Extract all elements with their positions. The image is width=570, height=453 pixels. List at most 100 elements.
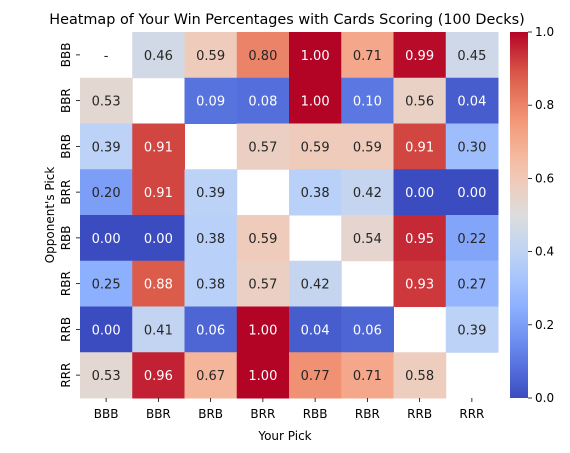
- cell-value-label: 0.91: [144, 140, 173, 155]
- x-axis-label: Your Pick: [257, 429, 311, 443]
- y-tick-label: BBR: [59, 88, 73, 113]
- colorbar-gradient: [510, 32, 528, 398]
- cell-value-label: 0.57: [248, 278, 277, 293]
- heatmap-cell: [80, 77, 133, 124]
- heatmap-cell: [184, 169, 238, 216]
- cell-value-label: 0.67: [196, 369, 225, 384]
- heatmap-cell: [132, 169, 185, 216]
- colorbar-tick-label: 1.0: [535, 25, 554, 39]
- y-tick-label: BRB: [59, 134, 73, 159]
- heatmap-cell: [132, 306, 185, 353]
- heatmap-cell: [393, 169, 447, 216]
- heatmap-cell: [184, 260, 238, 307]
- cell-value-label: 0.00: [92, 323, 121, 338]
- heatmap-cell: [393, 215, 447, 262]
- cell-value-label: 0.96: [144, 369, 173, 384]
- cell-value-label: 0.59: [301, 140, 330, 155]
- heatmap-cell: [445, 306, 499, 353]
- cell-value-label: 0.27: [457, 278, 486, 293]
- cell-value-label: 0.38: [196, 278, 225, 293]
- heatmap-cell: [132, 123, 185, 170]
- cell-value-label: 0.39: [92, 140, 121, 155]
- heatmap-cell: [132, 260, 185, 307]
- cell-value-label: 0.53: [92, 369, 121, 384]
- heatmap-cell: [289, 169, 342, 216]
- y-tick-label: BBB: [59, 43, 73, 68]
- heatmap-cell: [445, 77, 499, 124]
- cell-value-label: 0.57: [248, 140, 277, 155]
- heatmap-cell: [341, 306, 394, 353]
- cell-value-label: 0.58: [405, 369, 434, 384]
- cell-value-label: 0.93: [405, 278, 434, 293]
- cell-value-label: 0.91: [144, 186, 173, 201]
- cell-value-label: 0.06: [353, 323, 382, 338]
- x-tick-label: RRB: [407, 407, 432, 421]
- colorbar-tick-label: 0.4: [535, 245, 554, 259]
- heatmap-cell: [184, 32, 238, 79]
- x-tick-label: BRR: [250, 407, 275, 421]
- cell-value-label: 0.10: [353, 95, 382, 110]
- cell-value-label: 0.20: [92, 186, 121, 201]
- cell-value-label: 0.00: [92, 232, 121, 247]
- y-axis-ticks: BBB BBR BRB BRR RBB RBR RRB RRR: [59, 43, 80, 388]
- cell-value-label: 0.06: [196, 323, 225, 338]
- x-tick-label: RBR: [355, 407, 380, 421]
- heatmap-cell: [289, 32, 342, 79]
- cell-value-label: 0.53: [92, 95, 121, 110]
- heatmap-cell: [445, 215, 499, 262]
- heatmap-cell: [132, 215, 185, 262]
- y-tick-label: BRR: [59, 180, 73, 205]
- heatmap-cell: [80, 215, 133, 262]
- heatmap-cell: [236, 215, 290, 262]
- cell-value-label: 0.00: [144, 232, 173, 247]
- cell-value-label: 0.22: [457, 232, 486, 247]
- x-tick-label: RBB: [303, 407, 328, 421]
- cell-value-label: 0.39: [196, 186, 225, 201]
- cell-value-label: 0.45: [457, 49, 486, 64]
- cell-value-label: 0.59: [248, 232, 277, 247]
- heatmap-cell: [445, 32, 499, 79]
- heatmap-cell: [80, 169, 133, 216]
- heatmap-cell: [289, 352, 342, 399]
- y-tick-label: RRR: [59, 363, 73, 388]
- heatmap-cell: [184, 306, 238, 353]
- colorbar-tick-label: 0.0: [535, 391, 554, 405]
- heatmap-cell: [341, 123, 394, 170]
- y-tick-label: RBB: [59, 225, 73, 250]
- cell-value-label: 0.91: [405, 140, 434, 155]
- cell-value-label: -: [104, 49, 109, 64]
- cell-value-label: 0.38: [301, 186, 330, 201]
- cell-value-label: 0.38: [196, 232, 225, 247]
- heatmap-cell: [236, 306, 290, 353]
- cell-value-label: 0.04: [457, 95, 486, 110]
- cell-value-label: 0.88: [144, 278, 173, 293]
- heatmap-cell: [341, 77, 394, 124]
- heatmap-cell: [80, 260, 133, 307]
- cell-value-label: 0.00: [457, 186, 486, 201]
- heatmap-cell: [236, 352, 290, 399]
- heatmap-cell: [132, 352, 185, 399]
- y-tick-label: RBR: [59, 271, 73, 296]
- cell-value-label: 0.42: [353, 186, 382, 201]
- heatmap-cell: [341, 169, 394, 216]
- cell-value-label: 0.04: [301, 323, 330, 338]
- colorbar: 0.0 0.2 0.4 0.6 0.8 1.0: [510, 25, 554, 405]
- heatmap-cell: [393, 77, 447, 124]
- x-tick-label: BRB: [198, 407, 223, 421]
- cell-value-label: 0.00: [405, 186, 434, 201]
- heatmap-cell: [289, 77, 342, 124]
- heatmap-cell: [236, 32, 290, 79]
- heatmap-cell: [132, 32, 185, 79]
- cell-value-label: 1.00: [248, 323, 277, 338]
- cell-value-label: 0.99: [405, 49, 434, 64]
- heatmap-cell: [184, 215, 238, 262]
- heatmap-cell: [236, 260, 290, 307]
- cell-value-label: 0.09: [196, 95, 225, 110]
- chart-title: Heatmap of Your Win Percentages with Car…: [49, 12, 524, 28]
- cell-value-label: 0.42: [301, 278, 330, 293]
- heatmap-cell: [393, 32, 447, 79]
- heatmap-cell: [289, 260, 342, 307]
- cell-value-label: 0.39: [457, 323, 486, 338]
- cell-value-label: 1.00: [301, 95, 330, 110]
